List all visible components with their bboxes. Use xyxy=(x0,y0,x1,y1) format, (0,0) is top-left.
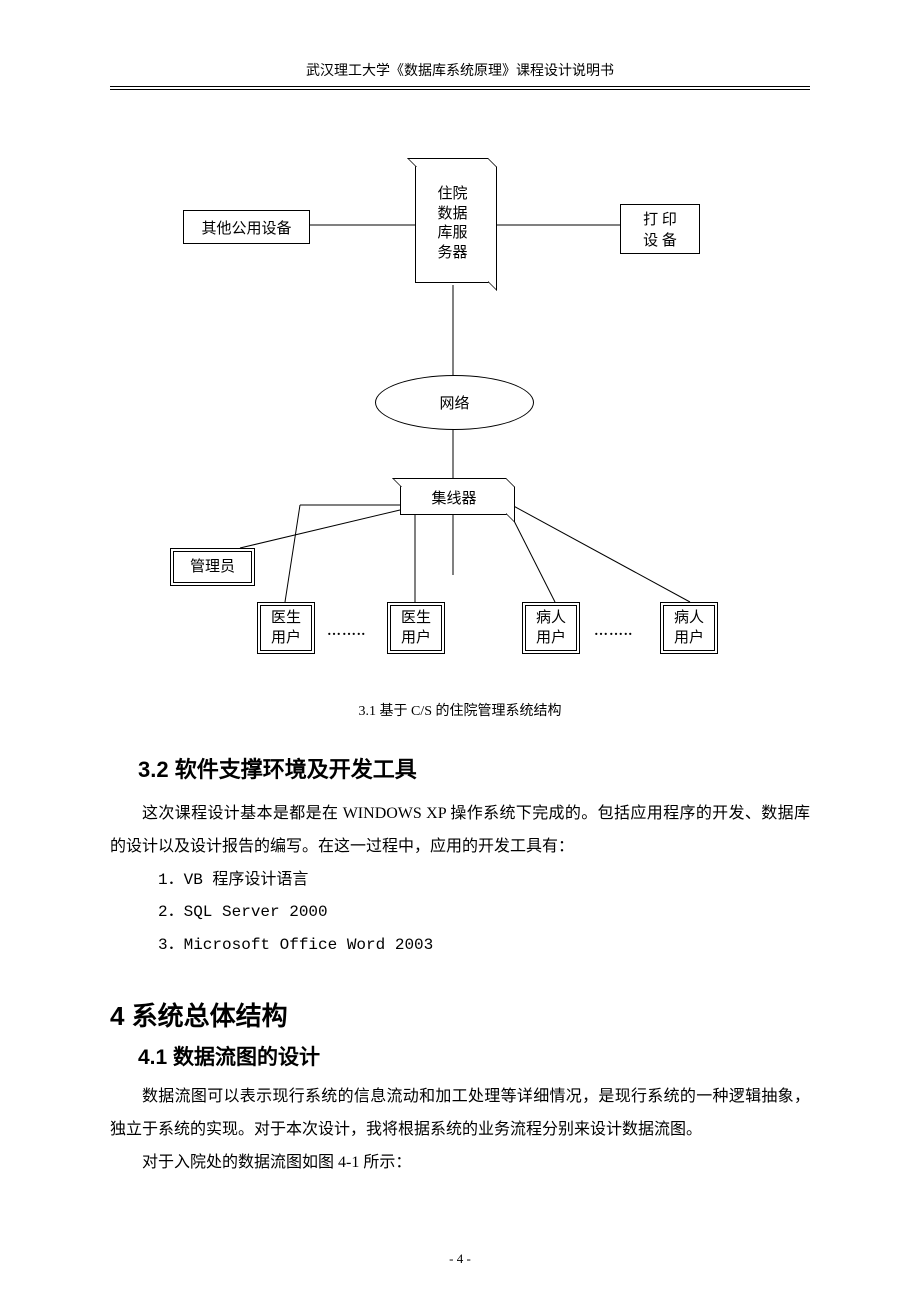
hub-node: 集线器 xyxy=(400,485,508,515)
patient-node-1: 病人 用户 xyxy=(522,602,580,654)
network-node: 网络 xyxy=(375,375,534,430)
admin-node: 管理员 xyxy=(170,548,255,586)
tool-item-1: 1．VB 程序设计语言 xyxy=(110,864,810,897)
section-3-2-title: 3.2 软件支撑环境及开发工具 xyxy=(138,752,810,784)
server-node: 住院 数据 库服 务器 xyxy=(415,165,490,283)
chapter-4-title: 4 系统总体结构 xyxy=(110,996,810,1033)
section-4-1-title: 4.1 数据流图的设计 xyxy=(138,1041,810,1071)
architecture-diagram: 住院 数据 库服 务器 其他公用设备 打 印 设 备 网络 集线器 管理员 医生… xyxy=(110,130,810,690)
tool-item-2: 2．SQL Server 2000 xyxy=(110,896,810,929)
page-header: 武汉理工大学《数据库系统原理》课程设计说明书 xyxy=(110,60,810,84)
page-number: - 4 - xyxy=(0,1251,920,1267)
section-4-1-para-1: 数据流图可以表示现行系统的信息流动和加工处理等详细情况，是现行系统的一种逻辑抽象… xyxy=(110,1081,810,1147)
dots-1: …….. xyxy=(327,624,366,640)
other-device-node: 其他公用设备 xyxy=(183,210,310,244)
section-3-2-para: 这次课程设计基本是都是在 WINDOWS XP 操作系统下完成的。包括应用程序的… xyxy=(110,798,810,864)
patient-node-2: 病人 用户 xyxy=(660,602,718,654)
printer-node: 打 印 设 备 xyxy=(620,204,700,254)
doctor-node-2: 医生 用户 xyxy=(387,602,445,654)
figure-caption: 3.1 基于 C/S 的住院管理系统结构 xyxy=(110,700,810,720)
doctor-node-1: 医生 用户 xyxy=(257,602,315,654)
document-page: 武汉理工大学《数据库系统原理》课程设计说明书 住院 数据 库服 务器 其他公用设… xyxy=(0,0,920,1302)
header-rule xyxy=(110,86,810,90)
tool-item-3: 3．Microsoft Office Word 2003 xyxy=(110,929,810,962)
dots-2: …….. xyxy=(594,624,633,640)
section-4-1-para-2: 对于入院处的数据流图如图 4-1 所示： xyxy=(110,1147,810,1180)
